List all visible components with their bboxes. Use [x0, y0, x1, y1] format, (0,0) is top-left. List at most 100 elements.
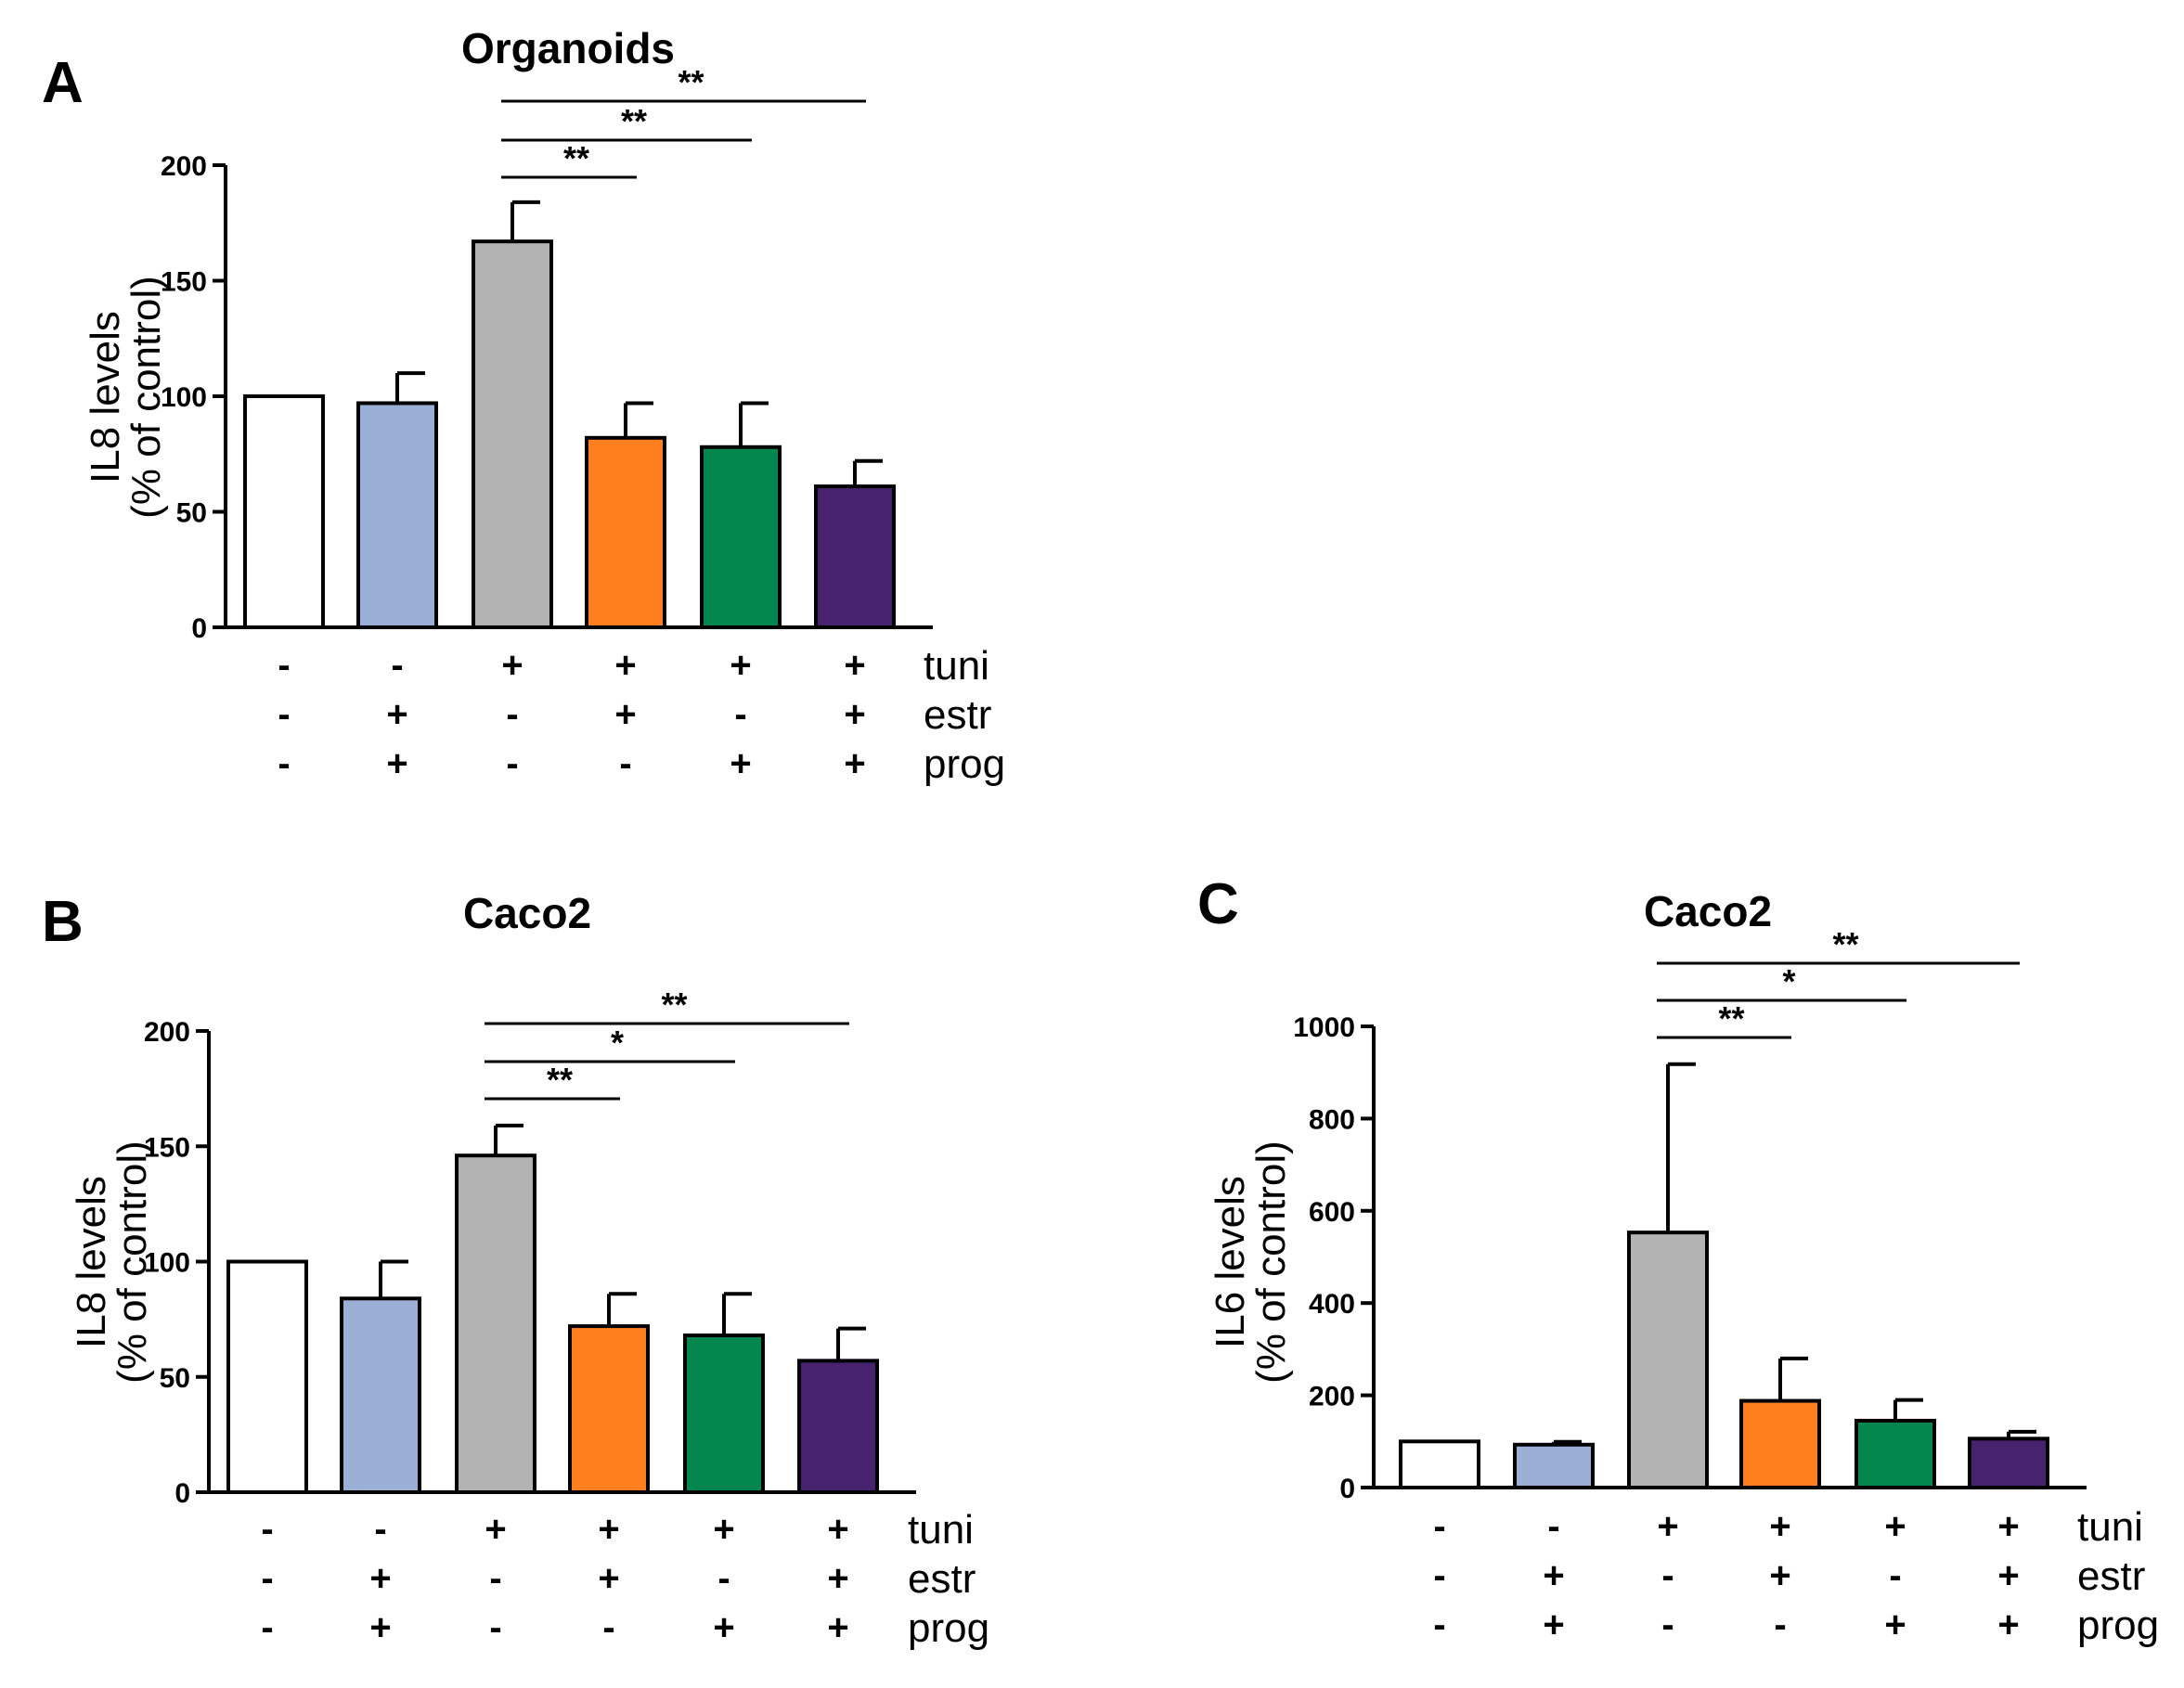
- bar: [455, 1153, 536, 1494]
- y-tick-label: 0: [191, 613, 207, 644]
- y-tick-label: 200: [161, 151, 207, 182]
- significance-label: **: [1832, 925, 1858, 963]
- factor-label: estr: [908, 1556, 976, 1602]
- treatment-sign: -: [1433, 1555, 1445, 1596]
- treatment-sign: +: [614, 694, 636, 735]
- factor-label: tuni: [2077, 1504, 2143, 1550]
- bar: [1513, 1442, 1595, 1490]
- bar: [683, 1334, 765, 1495]
- treatment-sign: +: [730, 743, 751, 784]
- treatment-sign: +: [1543, 1604, 1564, 1645]
- treatment-sign: -: [374, 1509, 386, 1550]
- treatment-sign: -: [734, 694, 746, 735]
- bar: [1854, 1418, 1936, 1490]
- treatment-sign: -: [261, 1607, 273, 1648]
- y-tick-label: 150: [144, 1132, 190, 1163]
- treatment-sign: +: [386, 743, 407, 784]
- bar: [568, 1324, 650, 1494]
- treatment-sign: -: [717, 1558, 730, 1599]
- treatment-sign: +: [369, 1558, 391, 1599]
- y-tick-label: 150: [161, 267, 207, 298]
- treatment-sign: -: [1547, 1506, 1559, 1547]
- treatment-sign: -: [1889, 1555, 1901, 1596]
- y-tick-label: 100: [144, 1248, 190, 1279]
- y-axis-label: (% of control): [110, 1140, 155, 1384]
- treatment-sign: +: [730, 645, 751, 686]
- treatment-sign: +: [614, 645, 636, 686]
- treatment-sign: +: [1769, 1506, 1790, 1547]
- bar: [1399, 1439, 1480, 1490]
- bar: [700, 445, 782, 629]
- bar: [797, 1359, 879, 1494]
- treatment-sign: -: [489, 1607, 501, 1648]
- treatment-sign: +: [1997, 1604, 2019, 1645]
- panel-letter: B: [42, 890, 84, 954]
- y-tick-label: 600: [1309, 1197, 1355, 1228]
- chart-panel-c: C Caco2 IL6 levels(% of control) 0 200 400 600…: [1197, 872, 2159, 1648]
- y-tick-label: 0: [174, 1478, 190, 1509]
- significance-label: **: [621, 102, 647, 140]
- treatment-sign: +: [1657, 1506, 1678, 1547]
- y-tick-label: 800: [1309, 1104, 1355, 1135]
- treatment-sign: +: [713, 1607, 734, 1648]
- treatment-sign: +: [844, 645, 865, 686]
- treatment-sign: -: [261, 1558, 273, 1599]
- y-tick-label: 0: [1339, 1474, 1355, 1504]
- treatment-sign: +: [827, 1607, 848, 1648]
- treatment-sign: -: [506, 694, 518, 735]
- treatment-sign: +: [844, 694, 865, 735]
- significance-label: *: [611, 1024, 624, 1062]
- treatment-sign: +: [1884, 1506, 1906, 1547]
- bar: [243, 394, 325, 629]
- treatment-sign: +: [1884, 1604, 1906, 1645]
- treatment-sign: +: [369, 1607, 391, 1648]
- factor-label: estr: [924, 692, 991, 738]
- bar: [585, 435, 666, 629]
- factor-label: tuni: [908, 1507, 974, 1553]
- y-axis-label: IL6 levels: [1208, 1176, 1253, 1348]
- significance-label: **: [1718, 999, 1744, 1037]
- treatment-sign: +: [844, 743, 865, 784]
- treatment-sign: +: [1769, 1555, 1790, 1596]
- treatment-sign: +: [1543, 1555, 1564, 1596]
- chart-title: Caco2: [1644, 887, 1772, 935]
- significance-label: **: [661, 986, 687, 1024]
- y-tick-label: 50: [176, 498, 207, 529]
- treatment-sign: -: [489, 1558, 501, 1599]
- panel-letter: A: [42, 51, 84, 115]
- treatment-sign: +: [827, 1558, 848, 1599]
- treatment-sign: -: [1774, 1604, 1786, 1645]
- bar: [340, 1296, 421, 1495]
- treatment-sign: -: [602, 1607, 614, 1648]
- significance-label: **: [678, 63, 704, 101]
- bar: [1968, 1437, 2049, 1489]
- significance-label: **: [563, 139, 589, 177]
- factor-label: prog: [2077, 1603, 2159, 1648]
- y-tick-label: 50: [160, 1363, 190, 1394]
- treatment-sign: +: [598, 1558, 619, 1599]
- factor-label: tuni: [924, 643, 989, 689]
- treatment-sign: -: [278, 694, 290, 735]
- y-axis-label: IL8 levels: [69, 1176, 114, 1348]
- factor-label: estr: [2077, 1553, 2145, 1599]
- bar: [226, 1259, 308, 1494]
- y-axis-label: (% of control): [123, 276, 169, 519]
- treatment-sign: -: [1433, 1506, 1445, 1547]
- y-tick-label: 100: [161, 382, 207, 413]
- treatment-sign: -: [261, 1509, 273, 1550]
- treatment-sign: -: [506, 743, 518, 784]
- y-axis-label: (% of control): [1248, 1140, 1294, 1384]
- treatment-sign: -: [619, 743, 631, 784]
- treatment-sign: +: [386, 694, 407, 735]
- factor-label: prog: [908, 1605, 989, 1651]
- chart-panel-a: A Organoids IL8 levels(% of control) 0 50 100…: [42, 24, 1005, 787]
- y-axis-label: IL8 levels: [83, 311, 128, 483]
- treatment-sign: +: [485, 1509, 506, 1550]
- chart-title: Organoids: [461, 24, 675, 72]
- treatment-sign: -: [278, 645, 290, 686]
- treatment-sign: -: [1661, 1604, 1674, 1645]
- treatment-sign: +: [501, 645, 523, 686]
- significance-label: **: [547, 1061, 573, 1099]
- panel-letter: C: [1197, 872, 1239, 936]
